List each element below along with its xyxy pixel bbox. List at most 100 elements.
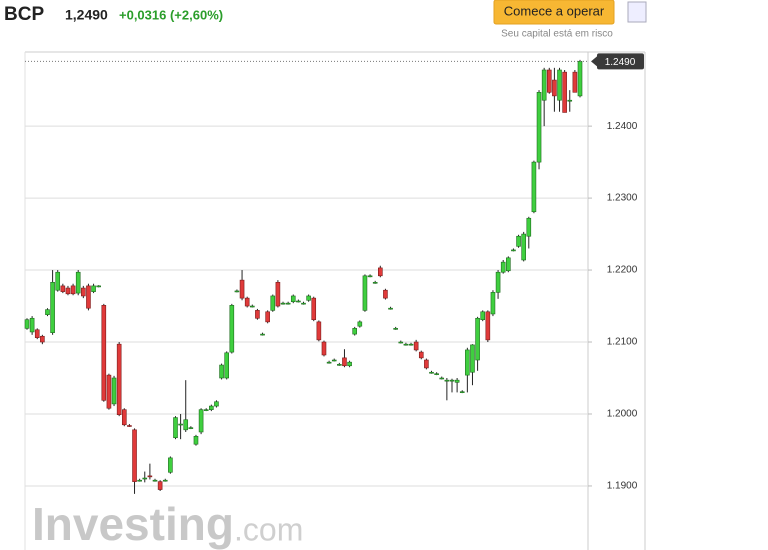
risk-note: Seu capital está em risco	[501, 29, 613, 40]
candle-body	[321, 341, 327, 356]
candle-body	[480, 311, 486, 321]
candle-body	[219, 364, 224, 379]
candle-body	[470, 344, 475, 373]
candle-body	[198, 409, 204, 433]
candle-body	[413, 341, 419, 351]
candle-body	[193, 435, 199, 445]
y-tick-label: 1.2400	[607, 121, 638, 132]
trade-button-label[interactable]: Comece a operar	[504, 3, 605, 18]
candle-body	[393, 328, 398, 330]
candle-body	[162, 479, 168, 482]
candle-body	[96, 285, 101, 288]
candle-body	[557, 69, 562, 101]
candle-body	[301, 302, 306, 305]
y-tick-label: 1.2200	[607, 265, 638, 276]
candle-body	[249, 305, 255, 308]
candle-body	[424, 359, 429, 369]
candle-body	[567, 99, 573, 102]
candle-body	[383, 289, 388, 299]
candle-body	[521, 233, 526, 261]
candle-body	[121, 409, 127, 426]
last-price-box	[597, 53, 644, 70]
y-tick-label: 1.2000	[607, 409, 638, 420]
candle-body	[516, 235, 521, 247]
candle-body	[362, 275, 368, 311]
candle-body	[132, 429, 137, 482]
watermark-brand: Investing	[32, 498, 234, 550]
symbol: BCP	[4, 4, 44, 25]
candle-body	[244, 297, 250, 307]
candle-body	[378, 267, 383, 277]
candle-body	[465, 349, 470, 376]
candle-body	[506, 257, 511, 272]
candle-body	[337, 364, 342, 366]
candle-body	[511, 249, 516, 252]
candle-body	[372, 281, 378, 284]
candle-body	[60, 285, 66, 292]
y-tick-label: 1.2300	[607, 193, 638, 204]
candle-body	[24, 319, 30, 329]
candle-body	[188, 427, 194, 429]
candle-body	[260, 333, 265, 336]
candle-body	[183, 419, 189, 431]
candle-body	[101, 305, 107, 401]
candle-body	[157, 481, 163, 490]
candle-body	[367, 275, 373, 278]
candle-body	[475, 317, 480, 361]
candle-body	[111, 377, 117, 405]
candle-body	[342, 357, 347, 367]
candle-body	[572, 71, 578, 93]
candle-body	[203, 409, 209, 411]
candle-body	[536, 92, 542, 163]
candle-body	[403, 343, 409, 346]
candle-body	[311, 297, 317, 321]
candle-body	[168, 457, 173, 473]
price: 1,2490	[65, 7, 108, 23]
candle-body	[449, 379, 455, 382]
watermark-suffix: .com	[234, 511, 303, 547]
candle-body	[526, 217, 532, 237]
candle-body	[142, 477, 148, 480]
candle-body	[255, 310, 260, 319]
candle-body	[331, 359, 337, 362]
candle-body	[45, 309, 50, 315]
candle-body	[127, 425, 132, 427]
candle-body	[234, 290, 240, 293]
candle-body	[29, 317, 35, 333]
y-tick-label: 1.1900	[607, 481, 638, 492]
icon-button[interactable]	[627, 1, 647, 23]
candle-body	[485, 311, 491, 341]
candle-body	[541, 69, 547, 101]
candle-body	[86, 285, 91, 309]
candle-body	[116, 343, 122, 416]
candle-body	[178, 423, 183, 426]
candle-body	[270, 295, 276, 311]
candle-body	[50, 281, 55, 333]
candle-body	[81, 287, 86, 297]
candle-body	[306, 295, 311, 301]
candle-body	[500, 261, 506, 273]
candle-body	[40, 335, 45, 343]
candle-body	[34, 329, 40, 339]
candle-body	[65, 287, 71, 295]
candle-body	[418, 351, 424, 359]
candle-body	[214, 401, 219, 407]
candle-body	[296, 300, 301, 303]
candle-body	[224, 352, 229, 379]
candle-body	[439, 377, 445, 380]
candle-body	[316, 321, 322, 341]
candle-body	[55, 271, 61, 291]
candle-body	[444, 379, 450, 382]
y-tick-label: 1.2100	[607, 337, 638, 348]
candle-body	[490, 292, 496, 315]
candle-body	[546, 69, 552, 93]
candle-body	[459, 391, 465, 393]
candle-body	[229, 305, 235, 353]
candle-body	[280, 302, 286, 305]
trade-button[interactable]	[493, 0, 615, 25]
candle-body	[347, 361, 352, 367]
candle-body	[398, 341, 404, 344]
candle-body	[388, 307, 393, 310]
candle-body	[106, 374, 112, 409]
